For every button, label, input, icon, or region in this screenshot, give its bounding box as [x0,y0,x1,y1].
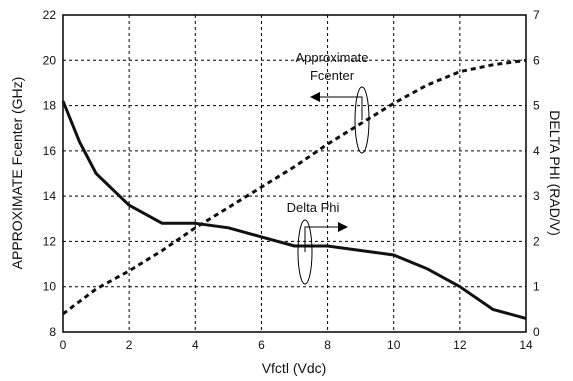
y-tick-label-right: 4 [533,144,540,158]
x-tick-label: 14 [519,338,533,352]
y-tick-label-left: 10 [43,280,57,294]
y-axis-label-left: APPROXIMATE Fcenter (GHz) [9,77,25,270]
x-axis-label: Vfctl (Vdc) [262,360,327,376]
x-tick-label: 10 [387,338,401,352]
x-tick-label: 8 [324,338,331,352]
y-tick-label-left: 14 [43,189,57,203]
annotation-label: Fcenter [310,68,355,83]
annotation-arrowhead [338,222,348,232]
y-tick-label-right: 1 [533,280,540,294]
annotation-label: Delta Phi [287,200,340,215]
y-tick-label-right: 5 [533,99,540,113]
y-tick-label-left: 16 [43,144,57,158]
series-line-fcenter [62,58,527,316]
y-tick-label-left: 12 [43,234,57,248]
y-tick-label-left: 20 [43,53,57,67]
y-tick-label-right: 3 [533,189,540,203]
y-tick-label-left: 22 [43,8,57,22]
y-tick-label-right: 2 [533,234,540,248]
annotation-ellipse [354,86,370,154]
annotation-arrowhead [310,92,320,102]
x-tick-label: 6 [258,338,265,352]
grid-lines [63,15,526,332]
series-line-delta-phi [61,100,527,320]
x-tick-label: 4 [192,338,199,352]
x-tick-label: 12 [453,338,467,352]
y-tick-label-left: 8 [49,325,56,339]
y-tick-label-right: 6 [533,53,540,67]
series-layer [61,58,527,320]
y-tick-label-right: 7 [533,8,540,22]
annotations: Approximate Fcenter Delta Phi [287,50,370,285]
x-tick-label: 2 [126,338,133,352]
x-tick-label: 0 [60,338,67,352]
y-axis-label-right: DELTA PHI (RAD/V) [547,110,563,236]
annotation-ellipse [297,219,313,285]
y-tick-label-right: 0 [533,325,540,339]
annotation-label: Approximate [296,50,369,65]
plot-frame [62,14,527,333]
annotation-leader-line [304,226,340,252]
annotation-leader-line [318,96,363,120]
y-tick-label-left: 18 [43,99,57,113]
